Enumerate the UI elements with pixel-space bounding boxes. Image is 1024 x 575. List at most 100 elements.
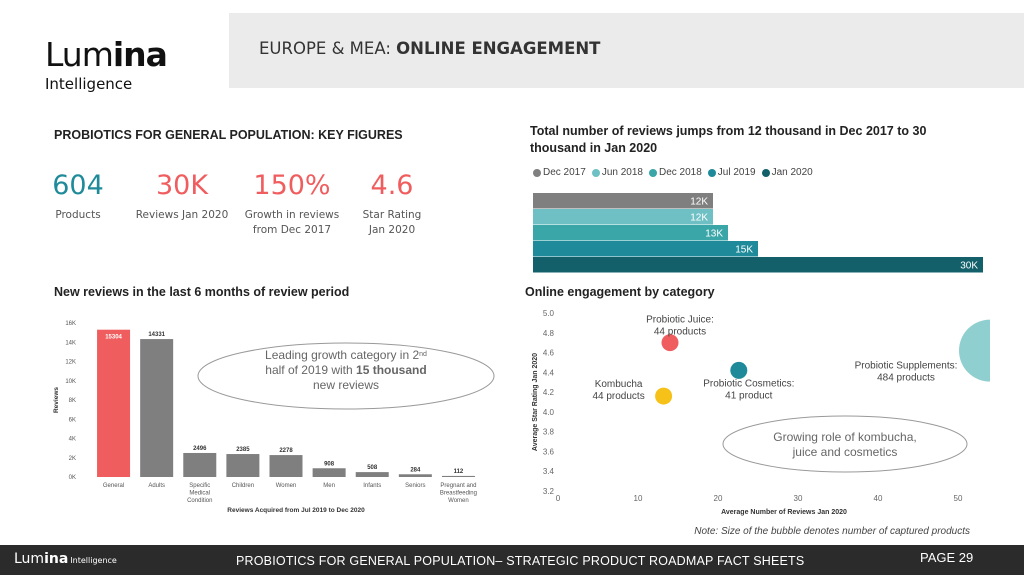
kpi-label-line: Jan 2020 <box>368 224 416 236</box>
trend-bar-label: 15K <box>735 245 753 256</box>
x-axis-label: Average Number of Reviews Jan 2020 <box>721 509 847 516</box>
category-bubble <box>959 319 990 382</box>
x-tick-label: 10 <box>634 494 643 503</box>
kpi-label: Growth in reviews from Dec 2017 <box>232 208 352 238</box>
review-bar-label: 2496 <box>193 446 207 452</box>
legend-label: Dec 2018 <box>658 167 702 178</box>
kpi-label-line: Products <box>55 209 101 221</box>
legend-label: Dec 2017 <box>543 167 586 178</box>
y-tick-label: 8K <box>69 398 76 404</box>
bubble-size-note: Note: Size of the bubble denotes number … <box>694 526 970 537</box>
y-tick-label: 12K <box>65 360 76 366</box>
trend-bar <box>533 193 713 209</box>
legend-dot-icon <box>707 168 716 177</box>
legend-dot-icon <box>591 168 600 177</box>
y-tick-label: 2K <box>69 456 76 462</box>
engagement-title: Online engagement by category <box>525 285 715 299</box>
engagement-chart: 3.2 3.4 3.6 3.8 4.0 4.2 4.4 4.6 4.8 5.0 0 10 20 30 40 5… <box>532 309 990 537</box>
logo-subtitle: Intelligence <box>45 75 133 93</box>
footer-bar: Lumina Intelligence PROBIOTICS FOR GENERA… <box>0 545 1024 575</box>
review-bar-label: 15304 <box>105 335 122 341</box>
legend-item: Jan 2020 <box>761 167 813 178</box>
y-tick-label: 10K <box>65 379 76 385</box>
kpi-label-line: Star Rating <box>362 209 422 221</box>
footer-document-title: PROBIOTICS FOR GENERAL POPULATION– STRAT… <box>236 554 805 568</box>
y-tick-label: 6K <box>69 417 76 423</box>
page-title: EUROPE & MEA: ONLINE ENGAGEMENT <box>259 39 600 58</box>
kpi-label: Products <box>18 208 138 223</box>
kpi-label-line: Growth in reviews <box>244 209 340 221</box>
review-bar <box>398 474 432 477</box>
header-band: EUROPE & MEA: ONLINE ENGAGEMENT <box>229 13 1024 88</box>
x-tick-label: 0 <box>556 494 561 503</box>
logo-wordmark: Lumina <box>45 35 168 74</box>
x-tick-label: Seniors <box>405 483 425 489</box>
reviews-trend-title: Total number of reviews jumps from 12 th… <box>530 124 927 155</box>
bubble-label: Probiotic Cosmetics: 41 product <box>703 378 794 401</box>
kpi-label-line: from Dec 2017 <box>252 224 332 236</box>
kombucha-callout-text: Growing role of kombucha, juice and cosme… <box>773 430 916 459</box>
kpi-label-line: Reviews Jan 2020 <box>135 209 229 221</box>
y-tick-label: 3.2 <box>543 487 555 496</box>
review-bar <box>140 339 174 477</box>
legend-dot-icon <box>761 168 770 177</box>
bubble-label: Kombucha 44 products <box>592 379 644 402</box>
footer-logo-bold: ina <box>44 551 69 567</box>
category-bubble <box>730 361 748 379</box>
x-tick-label: Infants <box>363 483 381 489</box>
bubble-label: Probiotic Juice: 44 products <box>646 315 714 338</box>
review-bar-label: 2385 <box>236 447 250 453</box>
x-tick-label: 40 <box>874 494 883 503</box>
review-bar-label: 508 <box>367 465 378 471</box>
x-tick-label: Specific Medical Condition <box>187 483 212 504</box>
trend-bar-label: 12K <box>690 197 708 208</box>
reviews-trend-legend: Dec 2017 Jun 2018 Dec 2018 Jul 2019 Jan 2020 <box>533 167 813 178</box>
bubble-label: Probiotic Supplements: 484 products <box>855 361 958 384</box>
logo-name-bold: ina <box>112 35 168 74</box>
kpi-label: Star Rating Jan 2020 <box>332 208 452 238</box>
y-tick-label: 4.8 <box>543 329 555 338</box>
legend-label: Jul 2019 <box>717 167 756 178</box>
trend-bar-label: 12K <box>690 213 708 224</box>
x-tick-label: 30 <box>794 494 803 503</box>
kpi-value: 604 <box>52 170 104 201</box>
footer-logo: Lumina Intelligence <box>14 551 117 567</box>
review-bar <box>97 329 131 477</box>
trend-bar <box>533 257 983 273</box>
x-tick-label: Children <box>232 483 254 489</box>
lumina-logo: Lumina Intelligence <box>45 35 168 93</box>
y-tick-label: 3.6 <box>543 447 555 456</box>
y-axis-label: Average Star Rating Jan 2020 <box>532 353 539 451</box>
kpi-value: 4.6 <box>370 170 414 201</box>
legend-item: Jun 2018 <box>591 167 643 178</box>
x-tick-label: Adults <box>148 483 165 489</box>
legend-label: Jun 2018 <box>601 167 643 178</box>
legend-dot-icon <box>648 168 657 177</box>
y-axis-label: Reviews <box>53 387 60 413</box>
trend-bar-label: 13K <box>705 229 723 240</box>
y-tick-label: 14K <box>65 340 76 346</box>
x-tick-label: Pregnant and Breastfeeding Women <box>440 483 477 504</box>
new-reviews-chart: 0K 2K 4K 6K 8K 10K 12K 14K 16K Reviews 15304 Genera… <box>53 321 495 514</box>
review-bar-label: 908 <box>324 461 335 467</box>
trend-bar <box>533 209 713 225</box>
logo-name-light: Lum <box>45 35 114 74</box>
trend-bar <box>533 225 728 241</box>
legend-dot-icon <box>533 168 541 177</box>
category-bubble <box>661 334 679 352</box>
growth-callout-text: Leading growth category in 2nd half of 20… <box>265 348 427 392</box>
kombucha-callout-ellipse <box>722 415 968 473</box>
y-tick-label: 16K <box>65 321 76 327</box>
y-tick-label: 3.4 <box>543 467 555 476</box>
review-bar-label: 2278 <box>279 448 293 454</box>
legend-item: Jul 2019 <box>707 167 756 178</box>
kpi-tile: 150% Growth in reviews from Dec 2017 <box>232 172 352 238</box>
review-bar <box>183 452 217 477</box>
kpi-label: Reviews Jan 2020 <box>122 208 242 223</box>
review-bar <box>441 475 475 477</box>
review-bar-label: 112 <box>454 469 464 475</box>
page-number: PAGE 29 <box>920 550 974 565</box>
x-tick-label: 20 <box>714 494 723 503</box>
x-axis-label: Reviews Acquired from Jul 2019 to Dec 20… <box>227 507 365 514</box>
y-tick-label: 3.8 <box>543 428 555 437</box>
